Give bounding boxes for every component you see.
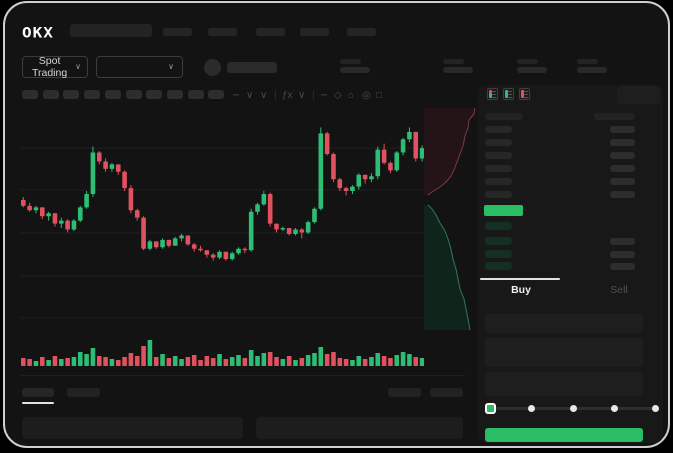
chevron-down-icon[interactable]: ∨ [246,90,254,101]
last-price-bar [484,205,523,216]
timeframe-button-skeleton[interactable] [84,90,101,99]
chart-type-chevron-icon[interactable]: ∨ [260,90,268,101]
orderbook-asks-icon[interactable] [519,88,530,100]
tab-sell[interactable]: Sell [610,284,628,296]
timeframe-button-skeleton[interactable] [208,90,225,99]
okx-logo: OKX [22,23,54,42]
settings-icon[interactable]: ◎ [362,90,371,101]
stat-value-skeleton [577,67,607,73]
depth-canvas [424,108,476,331]
drawing-tools-icon[interactable]: ◇ [334,90,342,101]
ask-amount-skeleton [610,152,635,159]
tab-buy[interactable]: Buy [511,284,531,296]
price-input-skeleton[interactable] [485,314,643,333]
stat-label-skeleton [517,59,538,64]
chevron-down-icon: ∨ [168,62,174,71]
chevron-down-icon[interactable]: ∨ [298,90,306,101]
nav-item-skeleton[interactable] [347,28,376,36]
orderbook-options-skeleton[interactable] [617,86,660,104]
bid-amount-skeleton [610,238,635,245]
slider-stop-dot[interactable] [569,405,577,412]
slider-stop-dot[interactable] [652,405,659,412]
timeframe-button-skeleton[interactable] [187,90,204,99]
price-column-header-skeleton [485,113,523,120]
bid-amount-skeleton [610,251,635,258]
stat-label-skeleton [443,59,464,64]
ask-amount-skeleton [610,191,635,198]
bid-price-skeleton [485,222,512,230]
volume-pane [20,338,424,366]
amount-input-skeleton[interactable] [485,338,643,367]
line-tool-icon[interactable]: ∼ [320,90,329,101]
stat-label-skeleton [340,59,361,64]
ask-price-skeleton [485,139,512,146]
ask-amount-skeleton [610,139,635,146]
slider-stop-dot[interactable] [610,405,618,412]
timeframe-button-skeleton[interactable] [63,90,80,99]
divider [20,375,465,376]
slider-handle[interactable] [485,403,496,414]
bid-price-skeleton [485,250,512,258]
ask-amount-skeleton [610,126,635,133]
fullscreen-icon[interactable]: □ [376,90,383,101]
ask-price-skeleton [485,191,512,198]
logo-title-skeleton [70,24,152,37]
total-input-skeleton[interactable] [485,372,643,396]
bottom-tab-skeleton[interactable] [67,388,100,397]
spot-trading-dropdown[interactable]: Spot Trading ∨ [22,55,88,79]
snapshot-icon[interactable]: ⌂ [348,90,355,101]
chevron-down-icon: ∨ [75,62,81,71]
timeframe-button-skeleton[interactable] [146,90,163,99]
slider-stop-dot[interactable] [528,405,536,412]
coin-avatar [204,59,221,76]
nav-item-skeleton[interactable] [300,28,329,36]
timeframe-button-skeleton[interactable] [42,90,59,99]
nav-item-skeleton[interactable] [208,28,237,36]
timeframe-button-skeleton[interactable] [166,90,183,99]
stat-label-skeleton [577,59,598,64]
depth-chart [424,108,477,332]
bid-amount-skeleton [610,263,635,270]
spot-trading-label: Spot Trading [31,55,68,79]
order-book-panel: Buy Sell [478,85,663,443]
bottom-tab-active-skeleton[interactable] [22,388,54,397]
timeframe-button-skeleton[interactable] [104,90,121,99]
ask-price-skeleton [485,178,512,185]
candle-interval-icon[interactable]: ∼ [232,90,241,101]
divider: | [312,90,315,101]
candlestick-chart[interactable] [20,108,424,340]
active-tab-underline [22,402,54,404]
ask-price-skeleton [485,126,512,133]
bottom-action-skeleton[interactable] [430,388,463,397]
ask-amount-skeleton [610,165,635,172]
stat-value-skeleton [517,67,547,73]
bid-price-skeleton [485,262,512,270]
timeframe-button-skeleton[interactable] [22,90,38,99]
nav-item-skeleton[interactable] [163,28,192,36]
candlestick-canvas [20,127,424,319]
pair-selector-dropdown[interactable]: ∨ [96,56,183,78]
amount-column-header-skeleton [594,113,635,120]
divider: | [274,90,277,101]
ask-price-skeleton [485,152,512,159]
timeframe-button-skeleton[interactable] [125,90,142,99]
nav-item-skeleton[interactable] [256,28,285,36]
volume-canvas [21,340,424,366]
ask-price-skeleton [485,165,512,172]
stat-value-skeleton [340,67,370,73]
orderbook-split-icon[interactable] [487,88,498,100]
indicators-icon[interactable]: ƒx [282,90,293,101]
orders-row-skeleton [22,417,243,439]
buy-submit-button[interactable] [485,428,643,442]
orderbook-bids-icon[interactable] [503,88,514,100]
stat-value-skeleton [443,67,473,73]
bottom-action-skeleton[interactable] [388,388,421,397]
pair-name-skeleton [227,62,277,73]
orders-row-skeleton [256,417,463,439]
ask-amount-skeleton [610,178,635,185]
bid-price-skeleton [485,237,512,245]
buy-tab-indicator [480,278,560,280]
